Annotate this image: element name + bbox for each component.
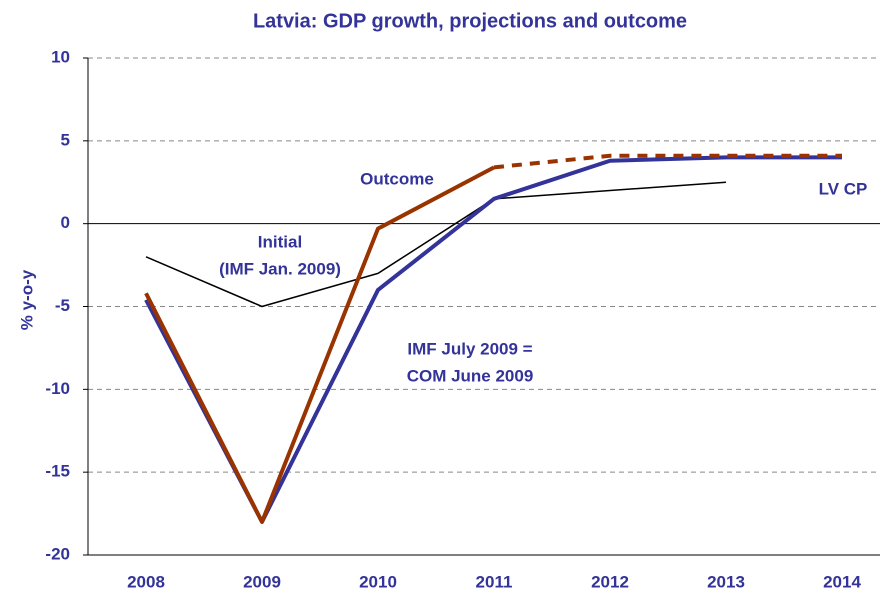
y-tick-label: 5 bbox=[61, 130, 70, 149]
series-line bbox=[144, 165, 495, 524]
y-tick-label: 0 bbox=[61, 213, 70, 232]
x-tick-label: 2014 bbox=[823, 572, 861, 591]
x-tick-label: 2013 bbox=[707, 572, 745, 591]
y-tick-label: -15 bbox=[45, 462, 70, 481]
x-tick-label: 2010 bbox=[359, 572, 397, 591]
y-tick-label: 10 bbox=[51, 47, 70, 66]
series-label: LV CP bbox=[819, 179, 868, 198]
chart-title: Latvia: GDP growth, projections and outc… bbox=[253, 10, 687, 32]
y-tick-label: -5 bbox=[55, 296, 70, 315]
x-tick-label: 2011 bbox=[476, 572, 513, 591]
y-axis-title: % y-o-y bbox=[17, 269, 36, 330]
series-line bbox=[145, 181, 727, 308]
series-label: IMF July 2009 = bbox=[407, 339, 532, 358]
series-label: Outcome bbox=[360, 169, 434, 188]
x-tick-label: 2009 bbox=[243, 572, 281, 591]
series-line bbox=[493, 153, 842, 170]
x-tick-label: 2012 bbox=[591, 572, 629, 591]
series-label: Initial bbox=[258, 232, 302, 251]
y-tick-label: -20 bbox=[45, 544, 70, 563]
y-tick-label: -10 bbox=[45, 379, 70, 398]
x-tick-label: 2008 bbox=[127, 572, 165, 591]
series-label: (IMF Jan. 2009) bbox=[219, 259, 341, 278]
series-label: COM June 2009 bbox=[407, 366, 534, 385]
